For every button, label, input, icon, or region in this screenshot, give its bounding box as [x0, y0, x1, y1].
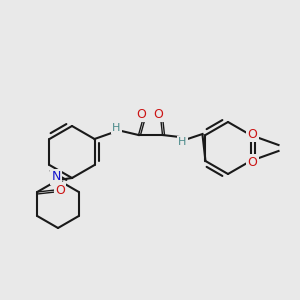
- Text: N: N: [51, 170, 61, 184]
- Text: O: O: [248, 155, 257, 169]
- Text: O: O: [136, 107, 146, 121]
- Text: H: H: [112, 123, 121, 133]
- Text: O: O: [55, 184, 65, 196]
- Text: O: O: [154, 107, 164, 121]
- Text: H: H: [178, 137, 187, 147]
- Text: O: O: [248, 128, 257, 140]
